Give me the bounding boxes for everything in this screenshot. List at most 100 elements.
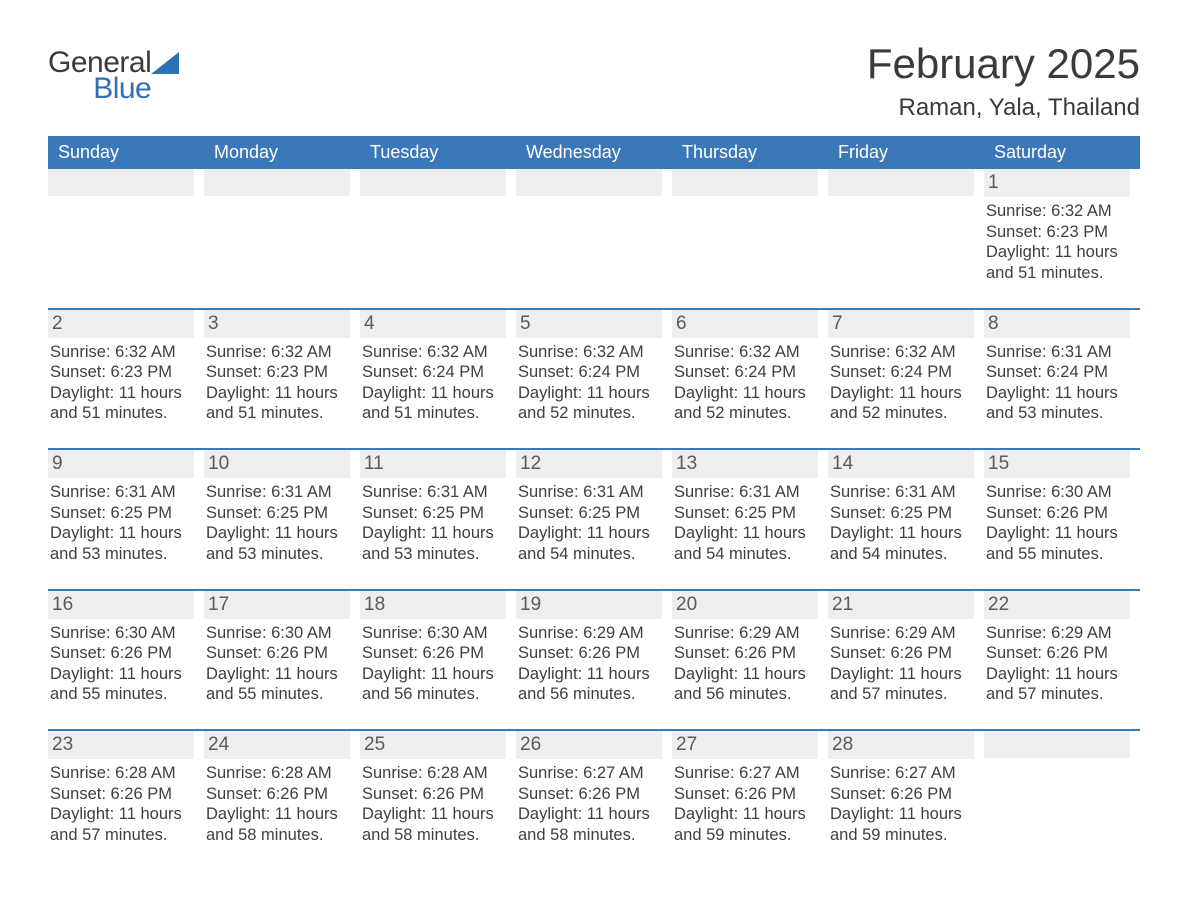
sunrise-text: Sunrise: 6:32 AM: [518, 342, 660, 363]
sunset-text: Sunset: 6:24 PM: [518, 362, 660, 383]
day-number: 26: [516, 731, 662, 759]
day-cell: 23Sunrise: 6:28 AMSunset: 6:26 PMDayligh…: [48, 731, 204, 852]
day-number: 21: [828, 591, 974, 619]
day-cell: 26Sunrise: 6:27 AMSunset: 6:26 PMDayligh…: [516, 731, 672, 852]
day-details: Sunrise: 6:30 AMSunset: 6:26 PMDaylight:…: [48, 619, 194, 706]
dow-header-row: SundayMondayTuesdayWednesdayThursdayFrid…: [48, 136, 1140, 169]
week-row: 16Sunrise: 6:30 AMSunset: 6:26 PMDayligh…: [48, 589, 1140, 712]
daylight-text: Daylight: 11 hours and 55 minutes.: [986, 523, 1128, 564]
daylight-text: Daylight: 11 hours and 58 minutes.: [518, 804, 660, 845]
day-details: Sunrise: 6:27 AMSunset: 6:26 PMDaylight:…: [516, 759, 662, 846]
location: Raman, Yala, Thailand: [867, 94, 1140, 122]
sunset-text: Sunset: 6:26 PM: [518, 784, 660, 805]
day-cell: 10Sunrise: 6:31 AMSunset: 6:25 PMDayligh…: [204, 450, 360, 571]
daylight-text: Daylight: 11 hours and 57 minutes.: [50, 804, 192, 845]
day-details: Sunrise: 6:32 AMSunset: 6:23 PMDaylight:…: [48, 338, 194, 425]
sunrise-text: Sunrise: 6:29 AM: [518, 623, 660, 644]
sunrise-text: Sunrise: 6:31 AM: [518, 482, 660, 503]
day-details: Sunrise: 6:27 AMSunset: 6:26 PMDaylight:…: [828, 759, 974, 846]
sunset-text: Sunset: 6:26 PM: [362, 784, 504, 805]
sunset-text: Sunset: 6:23 PM: [986, 222, 1128, 243]
day-details: Sunrise: 6:32 AMSunset: 6:24 PMDaylight:…: [516, 338, 662, 425]
day-number: 7: [828, 310, 974, 338]
day-cell: 17 Sunrise: 6:30 AMSunset: 6:26 PMDayligh…: [204, 591, 360, 712]
sunset-text: Sunset: 6:25 PM: [50, 503, 192, 524]
daylight-text: Daylight: 11 hours and 56 minutes.: [362, 664, 504, 705]
daylight-text: Daylight: 11 hours and 53 minutes.: [206, 523, 348, 564]
daylight-text: Daylight: 11 hours and 55 minutes.: [50, 664, 192, 705]
week-row: 9Sunrise: 6:31 AMSunset: 6:25 PMDaylight…: [48, 448, 1140, 571]
day-number: 1: [984, 169, 1130, 197]
day-number: 3: [204, 310, 350, 338]
sunset-text: Sunset: 6:26 PM: [50, 643, 192, 664]
sunrise-text: Sunrise: 6:27 AM: [518, 763, 660, 784]
day-cell: 19 Sunrise: 6:29 AMSunset: 6:26 PMDayligh…: [516, 591, 672, 712]
week-row: 2Sunrise: 6:32 AMSunset: 6:23 PMDaylight…: [48, 308, 1140, 431]
sunset-text: Sunset: 6:24 PM: [362, 362, 504, 383]
day-details: Sunrise: 6:31 AMSunset: 6:24 PMDaylight:…: [984, 338, 1130, 425]
daylight-text: Daylight: 11 hours and 53 minutes.: [362, 523, 504, 564]
sunrise-text: Sunrise: 6:32 AM: [830, 342, 972, 363]
daylight-text: Daylight: 11 hours and 58 minutes.: [362, 804, 504, 845]
day-number: 14: [828, 450, 974, 478]
day-number: 19: [516, 591, 662, 619]
day-number: 10: [204, 450, 350, 478]
daylight-text: Daylight: 11 hours and 56 minutes.: [518, 664, 660, 705]
day-cell: 6Sunrise: 6:32 AMSunset: 6:24 PMDaylight…: [672, 310, 828, 431]
day-number: 6: [672, 310, 818, 338]
day-cell: 9Sunrise: 6:31 AMSunset: 6:25 PMDaylight…: [48, 450, 204, 571]
day-number: [984, 731, 1130, 758]
day-cell: [828, 169, 984, 290]
sunset-text: Sunset: 6:26 PM: [674, 643, 816, 664]
sunrise-text: Sunrise: 6:28 AM: [362, 763, 504, 784]
sunrise-text: Sunrise: 6:30 AM: [206, 623, 348, 644]
day-details: Sunrise: 6:28 AMSunset: 6:26 PMDaylight:…: [360, 759, 506, 846]
day-number: [828, 169, 974, 196]
sunrise-text: Sunrise: 6:28 AM: [206, 763, 348, 784]
daylight-text: Daylight: 11 hours and 51 minutes.: [362, 383, 504, 424]
sunrise-text: Sunrise: 6:31 AM: [674, 482, 816, 503]
day-number: 5: [516, 310, 662, 338]
sunset-text: Sunset: 6:26 PM: [206, 643, 348, 664]
sunrise-text: Sunrise: 6:32 AM: [206, 342, 348, 363]
day-details: Sunrise: 6:31 AMSunset: 6:25 PMDaylight:…: [48, 478, 194, 565]
day-details: Sunrise: 6:28 AMSunset: 6:26 PMDaylight:…: [204, 759, 350, 846]
title-block: February 2025 Raman, Yala, Thailand: [867, 40, 1140, 132]
weeks-container: 1Sunrise: 6:32 AMSunset: 6:23 PMDaylight…: [48, 169, 1140, 852]
sunset-text: Sunset: 6:26 PM: [674, 784, 816, 805]
day-number: [48, 169, 194, 196]
day-cell: [516, 169, 672, 290]
day-cell: [360, 169, 516, 290]
day-number: 9: [48, 450, 194, 478]
daylight-text: Daylight: 11 hours and 55 minutes.: [206, 664, 348, 705]
day-number: 25: [360, 731, 506, 759]
week-row: 23Sunrise: 6:28 AMSunset: 6:26 PMDayligh…: [48, 729, 1140, 852]
sunset-text: Sunset: 6:26 PM: [50, 784, 192, 805]
day-number: 28: [828, 731, 974, 759]
day-cell: 13Sunrise: 6:31 AMSunset: 6:25 PMDayligh…: [672, 450, 828, 571]
day-details: Sunrise: 6:31 AMSunset: 6:25 PMDaylight:…: [516, 478, 662, 565]
dow-header-cell: Monday: [204, 136, 360, 169]
calendar: SundayMondayTuesdayWednesdayThursdayFrid…: [48, 136, 1140, 852]
sunset-text: Sunset: 6:23 PM: [50, 362, 192, 383]
day-cell: 5Sunrise: 6:32 AMSunset: 6:24 PMDaylight…: [516, 310, 672, 431]
sunrise-text: Sunrise: 6:30 AM: [362, 623, 504, 644]
day-details: Sunrise: 6:31 AMSunset: 6:25 PMDaylight:…: [672, 478, 818, 565]
day-details: Sunrise: 6:29 AMSunset: 6:26 PMDaylight:…: [672, 619, 818, 706]
day-number: 27: [672, 731, 818, 759]
sunset-text: Sunset: 6:26 PM: [362, 643, 504, 664]
day-number: 24: [204, 731, 350, 759]
sunset-text: Sunset: 6:26 PM: [518, 643, 660, 664]
day-number: 17: [204, 591, 350, 619]
day-details: Sunrise: 6:30 AMSunset: 6:26 PMDaylight:…: [360, 619, 506, 706]
dow-header-cell: Sunday: [48, 136, 204, 169]
day-details: Sunrise: 6:31 AMSunset: 6:25 PMDaylight:…: [204, 478, 350, 565]
sunset-text: Sunset: 6:26 PM: [986, 503, 1128, 524]
sunrise-text: Sunrise: 6:32 AM: [362, 342, 504, 363]
day-details: Sunrise: 6:32 AMSunset: 6:24 PMDaylight:…: [360, 338, 506, 425]
sunrise-text: Sunrise: 6:31 AM: [362, 482, 504, 503]
day-cell: 14Sunrise: 6:31 AMSunset: 6:25 PMDayligh…: [828, 450, 984, 571]
daylight-text: Daylight: 11 hours and 52 minutes.: [674, 383, 816, 424]
day-number: 16: [48, 591, 194, 619]
dow-header-cell: Thursday: [672, 136, 828, 169]
